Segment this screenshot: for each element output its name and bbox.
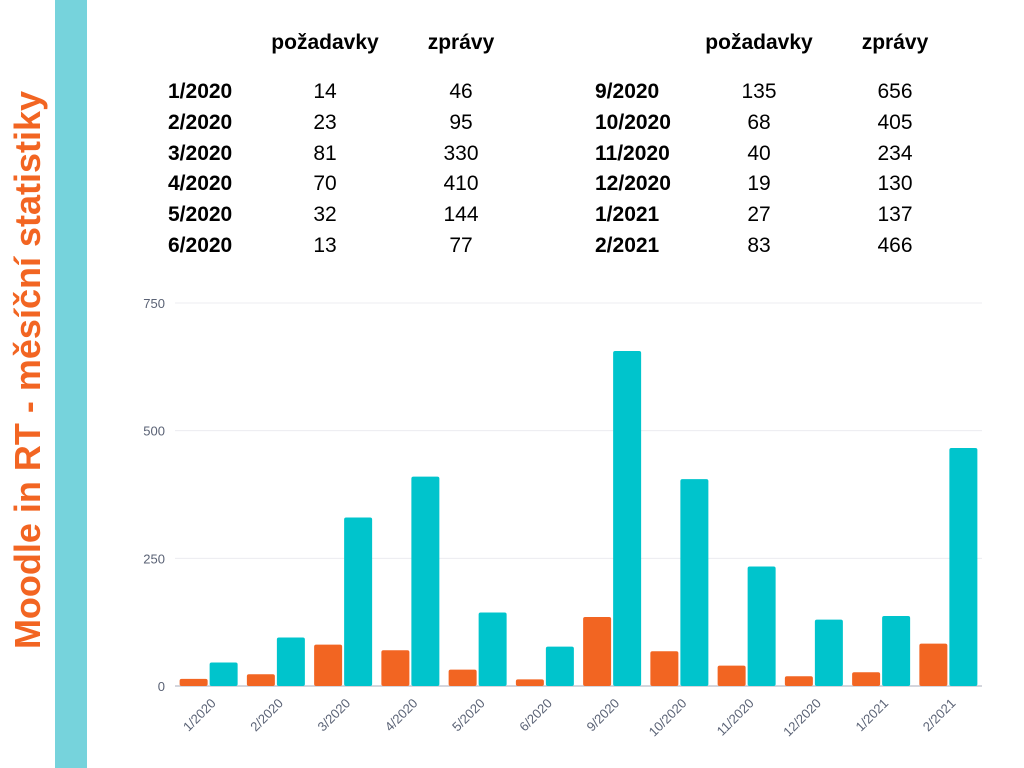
bar-zpravy <box>209 662 238 686</box>
row-month: 11/2020 <box>595 142 670 165</box>
bar-pozadavky <box>650 651 679 686</box>
x-tick-label: 2/2021 <box>920 696 959 735</box>
x-tick-label: 2/2020 <box>247 696 286 735</box>
bar-pozadavky <box>314 644 343 686</box>
bar-pozadavky <box>381 650 410 686</box>
bar-pozadavky <box>919 643 948 686</box>
x-tick-label: 4/2020 <box>382 696 421 735</box>
x-tick-label: 1/2021 <box>853 696 892 735</box>
header-zpravy: zprávy <box>427 31 495 54</box>
row-month: 10/2020 <box>595 111 671 134</box>
row-month: 3/2020 <box>168 142 233 165</box>
header-pozadavky: požadavky <box>705 31 813 54</box>
x-tick-label: 1/2020 <box>180 696 219 735</box>
row-pozadavky: 81 <box>313 142 337 165</box>
x-tick-label: 10/2020 <box>646 696 690 740</box>
y-tick-label: 500 <box>143 424 165 439</box>
x-tick-label: 3/2020 <box>315 696 354 735</box>
header-zpravy: zprávy <box>861 31 929 54</box>
bar-zpravy <box>613 351 642 686</box>
row-month: 2/2020 <box>168 111 233 134</box>
row-zpravy: 46 <box>449 80 473 103</box>
row-month: 1/2021 <box>595 203 660 226</box>
bar-pozadavky <box>852 672 881 686</box>
row-pozadavky: 135 <box>741 80 777 103</box>
bar-zpravy <box>680 479 709 686</box>
row-zpravy: 405 <box>877 111 913 134</box>
row-month: 6/2020 <box>168 234 233 257</box>
row-zpravy: 330 <box>443 142 479 165</box>
row-zpravy: 95 <box>449 111 473 134</box>
y-tick-label: 250 <box>143 551 165 566</box>
bar-zpravy <box>882 616 911 686</box>
bar-pozadavky <box>246 674 275 686</box>
row-month: 5/2020 <box>168 203 233 226</box>
bar-zpravy <box>344 517 373 686</box>
row-pozadavky: 32 <box>313 203 337 226</box>
x-tick-label: 6/2020 <box>516 696 555 735</box>
bar-zpravy <box>814 619 843 686</box>
accent-stripe <box>55 0 87 768</box>
row-zpravy: 77 <box>449 234 473 257</box>
x-tick-label: 11/2020 <box>714 696 757 739</box>
row-pozadavky: 83 <box>747 234 771 257</box>
row-month: 2/2021 <box>595 234 660 257</box>
row-zpravy: 144 <box>443 203 479 226</box>
y-tick-label: 0 <box>158 679 165 694</box>
bar-zpravy <box>411 476 440 686</box>
row-month: 9/2020 <box>595 80 660 103</box>
y-tick-label: 750 <box>143 296 165 311</box>
row-pozadavky: 27 <box>747 203 771 226</box>
bar-zpravy <box>545 646 574 686</box>
bar-pozadavky <box>448 669 477 686</box>
bar-zpravy <box>478 612 507 686</box>
row-pozadavky: 14 <box>313 80 337 103</box>
bar-pozadavky <box>717 665 746 686</box>
bar-zpravy <box>276 637 305 686</box>
row-zpravy: 234 <box>877 142 913 165</box>
row-pozadavky: 40 <box>747 142 771 165</box>
row-month: 12/2020 <box>595 172 671 195</box>
row-zpravy: 466 <box>877 234 913 257</box>
x-tick-label: 5/2020 <box>449 696 488 735</box>
bar-pozadavky <box>784 676 813 686</box>
x-tick-label: 12/2020 <box>780 696 824 740</box>
row-pozadavky: 13 <box>313 234 337 257</box>
row-month: 4/2020 <box>168 172 233 195</box>
bar-pozadavky <box>583 617 612 686</box>
row-zpravy: 137 <box>877 203 913 226</box>
row-month: 1/2020 <box>168 80 233 103</box>
bar-zpravy <box>949 448 978 686</box>
row-pozadavky: 70 <box>313 172 337 195</box>
header-pozadavky: požadavky <box>271 31 379 54</box>
row-pozadavky: 68 <box>747 111 771 134</box>
row-zpravy: 656 <box>877 80 913 103</box>
bar-pozadavky <box>515 679 544 686</box>
row-pozadavky: 23 <box>313 111 337 134</box>
row-zpravy: 130 <box>877 172 913 195</box>
x-tick-label: 9/2020 <box>584 696 623 735</box>
row-pozadavky: 19 <box>747 172 771 195</box>
bar-zpravy <box>747 566 776 686</box>
row-zpravy: 410 <box>443 172 479 195</box>
bar-pozadavky <box>179 678 208 686</box>
